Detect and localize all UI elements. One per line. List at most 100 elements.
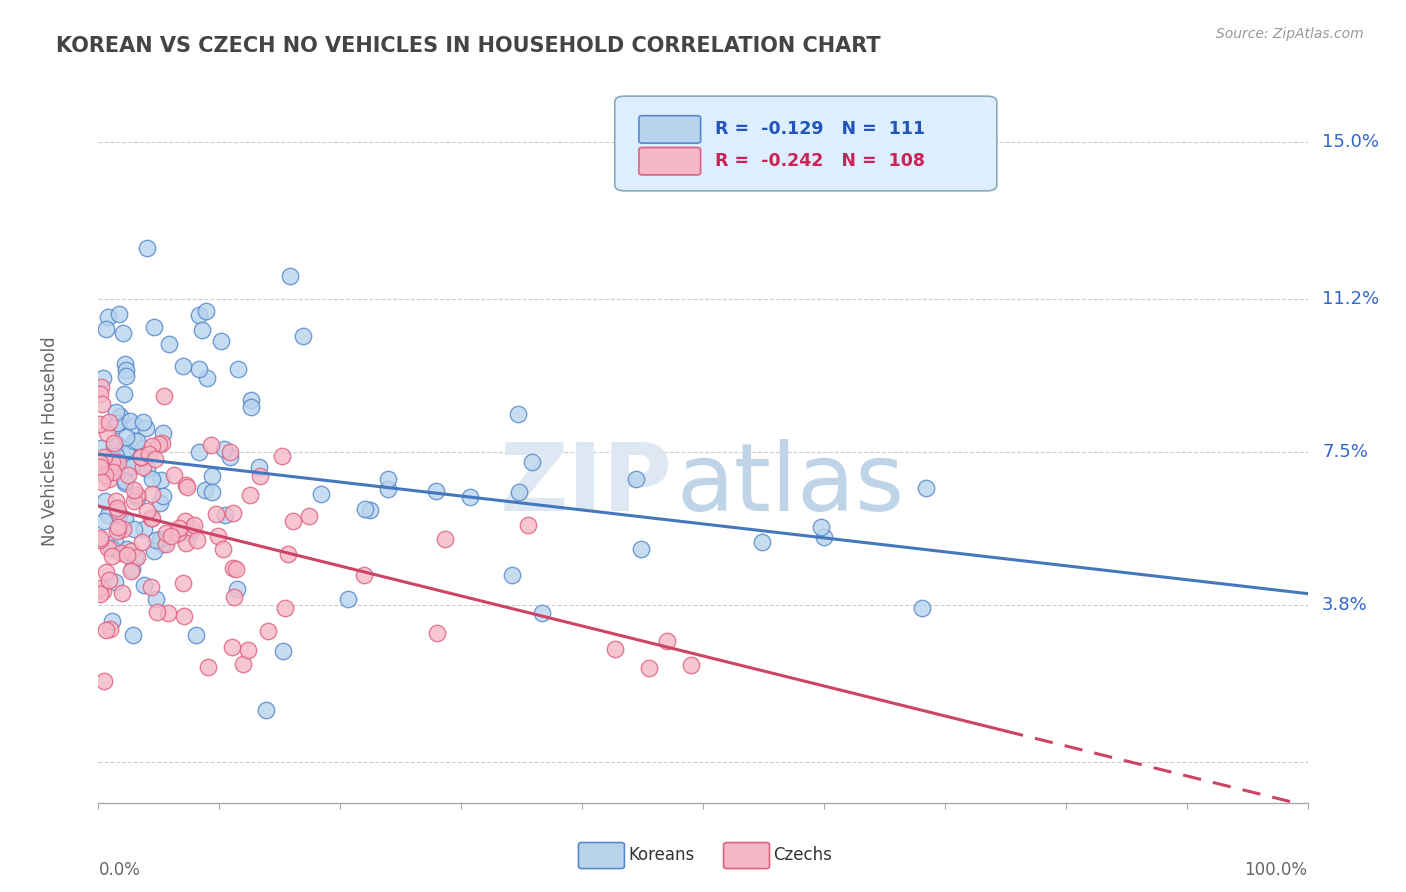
Point xyxy=(136,462,159,476)
Point xyxy=(149,496,172,510)
Point xyxy=(172,359,194,373)
Point xyxy=(157,606,180,620)
Point xyxy=(98,573,121,587)
Point xyxy=(425,484,447,499)
Point xyxy=(117,467,139,482)
Point xyxy=(90,380,112,394)
Point xyxy=(240,400,263,414)
Point xyxy=(247,460,270,475)
Point xyxy=(517,517,540,532)
Point xyxy=(98,622,121,636)
Point xyxy=(222,591,245,605)
Point xyxy=(131,415,153,429)
Point xyxy=(124,551,146,566)
Point xyxy=(638,661,661,675)
Text: ZIP: ZIP xyxy=(501,439,672,531)
Point xyxy=(240,393,263,408)
Point xyxy=(114,474,136,488)
Point xyxy=(129,450,152,464)
FancyBboxPatch shape xyxy=(724,843,769,869)
Point xyxy=(630,542,652,557)
Point xyxy=(100,541,122,556)
Point xyxy=(107,524,129,538)
Point xyxy=(89,387,111,401)
Point xyxy=(94,565,117,579)
Point xyxy=(89,459,111,474)
Point xyxy=(191,323,214,337)
Point xyxy=(214,508,236,522)
Point xyxy=(112,387,135,401)
Point xyxy=(188,444,211,458)
Point xyxy=(160,529,183,543)
Point xyxy=(94,467,117,482)
Point xyxy=(180,521,202,535)
Point xyxy=(810,520,832,534)
Point xyxy=(96,322,118,336)
Point xyxy=(115,430,138,444)
Point xyxy=(141,511,163,525)
Point xyxy=(141,487,163,501)
Point xyxy=(337,592,360,607)
Point xyxy=(163,467,186,482)
Point xyxy=(150,537,173,551)
Point xyxy=(195,370,218,384)
Point xyxy=(139,511,162,525)
Point xyxy=(150,436,173,450)
Point xyxy=(111,447,134,461)
Point xyxy=(120,565,142,579)
Point xyxy=(751,535,773,549)
Point xyxy=(166,525,188,540)
Point xyxy=(115,369,138,384)
Point xyxy=(125,434,148,449)
Point xyxy=(120,414,142,428)
Point xyxy=(89,417,111,431)
Point xyxy=(141,439,163,453)
Point xyxy=(209,334,232,348)
Point xyxy=(145,591,167,606)
Point xyxy=(91,370,114,384)
Point xyxy=(115,363,138,377)
Point xyxy=(222,506,245,520)
Point xyxy=(103,436,125,450)
Point xyxy=(194,483,217,498)
Point xyxy=(197,660,219,674)
Point xyxy=(135,420,157,434)
Point xyxy=(501,567,523,582)
Point xyxy=(122,494,145,508)
Point xyxy=(508,485,530,500)
Point xyxy=(188,308,211,322)
Point xyxy=(104,405,127,419)
Point xyxy=(90,441,112,455)
Point xyxy=(142,544,165,558)
Point xyxy=(271,644,294,658)
Point xyxy=(107,455,129,469)
Text: 11.2%: 11.2% xyxy=(1322,290,1379,308)
Point xyxy=(297,509,319,524)
Point xyxy=(146,605,169,619)
Text: KOREAN VS CZECH NO VEHICLES IN HOUSEHOLD CORRELATION CHART: KOREAN VS CZECH NO VEHICLES IN HOUSEHOLD… xyxy=(56,36,882,55)
Point xyxy=(200,438,222,452)
Point xyxy=(271,449,294,463)
Point xyxy=(813,530,835,544)
Point xyxy=(136,503,159,517)
Point xyxy=(100,549,122,564)
Point xyxy=(460,490,482,504)
Point xyxy=(122,522,145,536)
Point xyxy=(433,532,456,546)
Point xyxy=(112,522,135,536)
Point xyxy=(135,241,157,255)
Point xyxy=(132,578,155,592)
Point xyxy=(221,640,243,655)
Point xyxy=(89,533,111,547)
Point xyxy=(94,623,117,637)
Point xyxy=(97,310,120,324)
Point xyxy=(91,584,114,599)
Point xyxy=(129,450,152,464)
Point xyxy=(188,362,211,376)
Point xyxy=(167,521,190,535)
Point xyxy=(125,550,148,565)
Point xyxy=(101,614,124,628)
Point xyxy=(114,512,136,526)
Point xyxy=(173,608,195,623)
Point xyxy=(108,409,131,423)
